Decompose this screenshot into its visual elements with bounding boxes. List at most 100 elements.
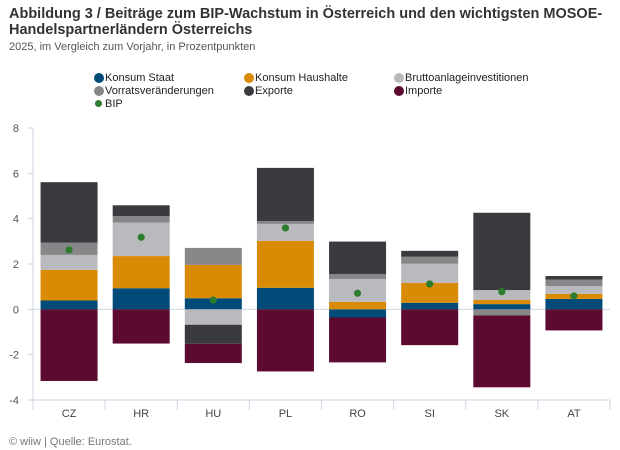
bar-segment-konsum-haushalte-cz[interactable]	[40, 269, 98, 301]
source-note: © wiiw | Quelle: Eurostat.	[9, 436, 132, 448]
bar-segment-bruttoanlageinvestitionen-pl[interactable]	[256, 223, 314, 241]
bip-point-hu[interactable]	[209, 296, 217, 304]
legend-item-exporte[interactable]: Exporte	[244, 84, 293, 97]
x-tick-label: SK	[494, 408, 509, 420]
bar-segment-bruttoanlageinvestitionen-si[interactable]	[401, 263, 459, 283]
bar-segment-bruttoanlageinvestitionen-cz[interactable]	[40, 254, 98, 270]
bar-stack-hu	[184, 247, 242, 364]
legend-item-importe[interactable]: Importe	[394, 84, 442, 97]
bar-stack-ro	[329, 241, 387, 363]
bar-segment-importe-sk[interactable]	[473, 315, 531, 388]
bar-segment-vorratsver-nderungen-hu[interactable]	[184, 247, 242, 265]
bar-segment-exporte-hu[interactable]	[184, 324, 242, 344]
bar-segment-importe-hr[interactable]	[112, 309, 170, 344]
bar-segment-importe-si[interactable]	[401, 309, 459, 346]
bar-segment-bruttoanlageinvestitionen-at[interactable]	[545, 285, 603, 294]
bar-segment-konsum-staat-si[interactable]	[401, 302, 459, 310]
bar-segment-bruttoanlageinvestitionen-hu[interactable]	[184, 309, 242, 325]
legend-label: Exporte	[255, 84, 293, 97]
bar-stack-sk	[473, 212, 531, 388]
legend-label: BIP	[105, 97, 123, 110]
bar-stack-cz	[40, 182, 98, 381]
bar-segment-exporte-pl[interactable]	[256, 167, 314, 222]
legend-label: Vorratsveränderungen	[105, 84, 214, 97]
bar-segment-vorratsver-nderungen-pl[interactable]	[256, 221, 314, 224]
legend-swatch-vorratsveraenderungen	[94, 85, 104, 96]
bar-segment-exporte-cz[interactable]	[40, 182, 98, 243]
legend-swatch-exporte	[244, 85, 254, 96]
y-tick-label: 6	[13, 168, 19, 180]
x-tick-label: PL	[279, 408, 292, 420]
legend-item-konsum-staat[interactable]: Konsum Staat	[94, 71, 174, 84]
bar-stack-at	[545, 276, 603, 331]
bar-segment-exporte-si[interactable]	[401, 250, 459, 257]
bar-segment-konsum-staat-ro[interactable]	[329, 309, 387, 318]
bar-segment-vorratsver-nderungen-ro[interactable]	[329, 274, 387, 279]
chart-subtitle: 2025, im Vergleich zum Vorjahr, in Proze…	[9, 41, 256, 53]
x-tick-label: CZ	[62, 408, 77, 420]
bar-segment-importe-ro[interactable]	[329, 317, 387, 363]
bar-segment-konsum-haushalte-ro[interactable]	[329, 301, 387, 310]
bars	[40, 167, 603, 388]
legend-item-konsum-haushalte[interactable]: Konsum Haushalte	[244, 71, 348, 84]
bip-point-si[interactable]	[426, 280, 434, 288]
legend-label: Importe	[405, 84, 443, 97]
bar-segment-konsum-haushalte-sk[interactable]	[473, 299, 531, 305]
legend-label: Bruttoanlageinvestitionen	[405, 71, 529, 84]
bar-segment-konsum-staat-sk[interactable]	[473, 304, 531, 310]
x-tick-label: SI	[424, 408, 434, 420]
bar-segment-vorratsver-nderungen-at[interactable]	[545, 279, 603, 286]
bar-segment-konsum-haushalte-pl[interactable]	[256, 240, 314, 288]
bar-segment-importe-pl[interactable]	[256, 309, 314, 372]
bar-segment-konsum-haushalte-si[interactable]	[401, 282, 459, 303]
legend-label: Konsum Staat	[105, 71, 175, 84]
bip-point-ro[interactable]	[353, 289, 362, 297]
x-tick-label: AT	[567, 408, 581, 420]
bar-segment-konsum-haushalte-hr[interactable]	[112, 256, 170, 289]
bar-segment-konsum-staat-at[interactable]	[545, 298, 603, 310]
bar-segment-exporte-hr[interactable]	[112, 205, 170, 217]
legend-item-vorratsveraenderungen[interactable]: Vorratsveränderungen	[94, 84, 214, 97]
bar-segment-konsum-staat-hu[interactable]	[184, 298, 242, 310]
bar-segment-konsum-haushalte-hu[interactable]	[184, 264, 242, 299]
legend-item-bip[interactable]: BIP	[94, 97, 123, 110]
bip-points	[65, 224, 578, 304]
legend-swatch-bip	[95, 100, 102, 107]
x-tick-label: RO	[349, 408, 366, 420]
y-tick-label: 0	[13, 304, 19, 316]
y-tick-label: -4	[9, 395, 19, 407]
legend-label: Konsum Haushalte	[255, 71, 348, 84]
y-tick-label: 8	[13, 123, 19, 135]
bar-segment-vorratsver-nderungen-si[interactable]	[401, 256, 459, 264]
bar-segment-exporte-ro[interactable]	[329, 241, 387, 275]
legend-item-bruttoanlageinvestitionen[interactable]: Bruttoanlageinvestitionen	[394, 71, 529, 84]
y-tick-label: 4	[13, 214, 19, 226]
y-tick-label: -2	[9, 350, 19, 362]
bar-segment-exporte-sk[interactable]	[473, 212, 531, 291]
legend-swatch-importe	[394, 85, 404, 96]
bar-segment-vorratsver-nderungen-hr[interactable]	[112, 216, 170, 223]
legend-swatch-bruttoanlageinvestitionen	[394, 72, 404, 83]
bar-segment-exporte-at[interactable]	[545, 276, 603, 280]
x-tick-label: HR	[133, 408, 149, 420]
legend-swatch-konsum-haushalte	[244, 72, 254, 83]
bar-segment-importe-at[interactable]	[545, 309, 603, 331]
x-tick-label: HU	[205, 408, 221, 420]
bar-segment-vorratsver-nderungen-sk[interactable]	[473, 309, 531, 316]
bar-stack-si	[401, 250, 459, 346]
y-tick-label: 2	[13, 259, 19, 271]
axis-labels: -4 -2 0 2 4 6 8 CZ HR HU PL RO SI SK AT	[9, 123, 581, 420]
bip-point-hr[interactable]	[137, 233, 145, 241]
bip-point-cz[interactable]	[65, 246, 73, 254]
bar-segment-importe-cz[interactable]	[40, 309, 98, 381]
bar-segment-konsum-staat-pl[interactable]	[256, 287, 314, 310]
bar-stack-hr	[112, 205, 170, 344]
bar-segment-konsum-staat-cz[interactable]	[40, 300, 98, 310]
bip-point-pl[interactable]	[281, 224, 290, 232]
bar-segment-konsum-staat-hr[interactable]	[112, 288, 170, 310]
bip-point-sk[interactable]	[498, 288, 506, 296]
chart-title: Abbildung 3 / Beiträge zum BIP-Wachstum …	[9, 6, 603, 38]
bip-point-at[interactable]	[570, 292, 578, 300]
bar-segment-importe-hu[interactable]	[184, 343, 242, 364]
